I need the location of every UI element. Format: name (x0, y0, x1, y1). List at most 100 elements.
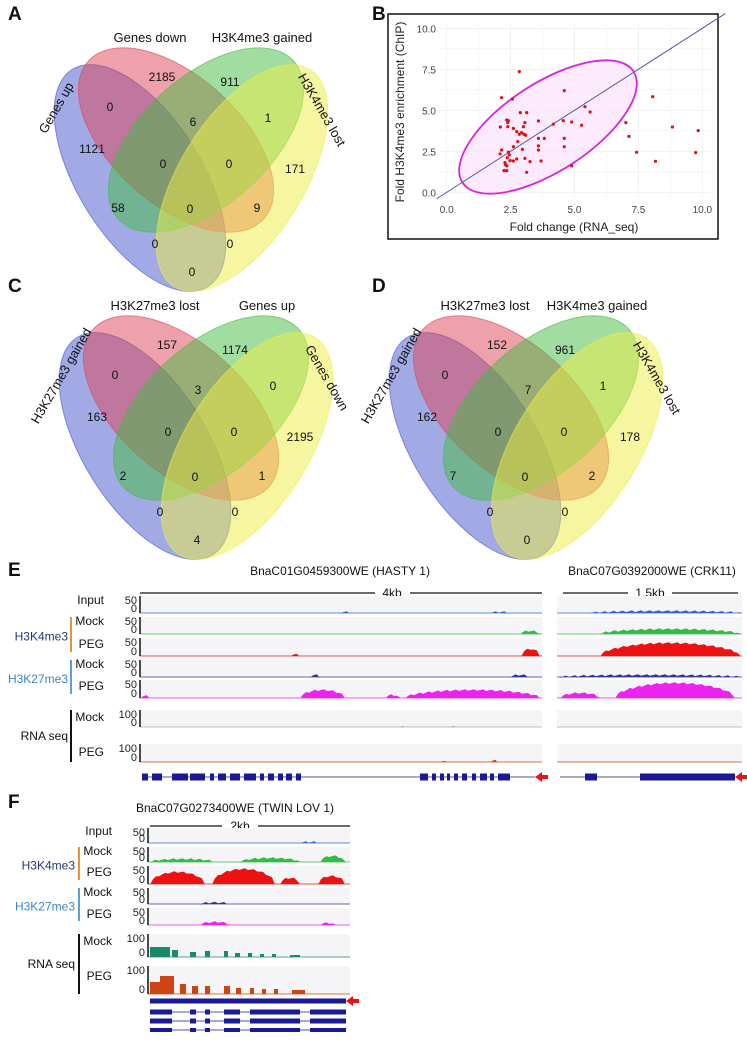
exon-block (490, 773, 494, 781)
track-max-label: 50 (133, 846, 145, 858)
signal-block (205, 986, 210, 994)
scatter-point (570, 164, 574, 168)
venn-region-count: 9 (254, 201, 261, 215)
signal-block (260, 954, 264, 957)
signal-peak (150, 858, 215, 863)
scatter-point (516, 140, 520, 144)
scatter-point (505, 169, 509, 173)
genome-browser-e: BnaC01G0459300WE (HASTY 1) BnaC07G039200… (8, 564, 747, 782)
track-zero-label: 0 (131, 646, 137, 658)
track-condition-label: Mock (83, 934, 113, 948)
signal-peak (490, 759, 498, 763)
x-axis-label: Fold change (RNA_seq) (510, 220, 639, 234)
group-label-rnaseq: RNA seq (28, 957, 75, 971)
venn-region-count: 0 (442, 368, 449, 382)
signal-block (250, 988, 254, 994)
strand-direction-arrow (535, 772, 548, 782)
venn-region-count: 178 (620, 430, 640, 444)
venn-region-count: 6 (190, 115, 197, 129)
venn-region-count: 162 (417, 410, 437, 424)
venn-region-count: 0 (561, 425, 568, 439)
panel-letter-c: C (8, 276, 22, 297)
track-condition-label: Mock (83, 885, 113, 899)
track-zero-label: 0 (139, 915, 145, 927)
scatter-point (583, 105, 587, 109)
track-condition-label: PEG (79, 637, 104, 651)
signal-peak (280, 877, 300, 885)
scatter-point (505, 156, 509, 160)
scatter-point (517, 132, 521, 136)
scatter-point (505, 164, 509, 168)
venn-region-count: 0 (226, 157, 233, 171)
track-background (140, 638, 542, 656)
scatter-point (670, 125, 674, 129)
exon-block (152, 773, 162, 781)
venn-region-count: 0 (160, 157, 167, 171)
signal-peak (320, 855, 345, 863)
track-max-label: 50 (125, 616, 137, 628)
signal-peak (310, 674, 320, 678)
scatter-point (508, 159, 512, 163)
scatter-point (635, 150, 639, 154)
venn-region-count: 0 (165, 425, 172, 439)
venn-region-count: 2 (589, 469, 596, 483)
signal-block (272, 954, 276, 957)
scatter-point (525, 170, 529, 174)
exon-block (260, 773, 264, 781)
signal-block (150, 947, 170, 957)
scatter-point (511, 145, 516, 149)
track-background (557, 744, 742, 762)
track-condition-label: Input (77, 593, 104, 607)
scatter-point (519, 131, 524, 135)
venn-region-count: 0 (107, 100, 114, 114)
scatter-point (624, 121, 628, 125)
signal-block (180, 984, 186, 994)
scatter-point (500, 148, 504, 152)
exon-block (454, 773, 458, 781)
venn-set-ellipse (160, 332, 334, 560)
y-tick-label: 7.5 (422, 65, 436, 76)
track-background (148, 847, 350, 862)
signal-block (205, 951, 210, 957)
track-background (148, 908, 350, 925)
scatter-point (506, 125, 510, 129)
track-max-label: 100 (127, 933, 145, 945)
track-zero-label: 0 (131, 624, 137, 636)
x-tick-label: 10.0 (693, 205, 713, 216)
scatter-point (653, 159, 658, 163)
track-max-label: 100 (119, 743, 137, 755)
x-tick-label: 7.5 (631, 205, 645, 216)
venn-region-count: 1174 (222, 343, 248, 357)
scatter-point (627, 134, 631, 138)
venn-region-count: 1 (265, 111, 272, 125)
exon-block (150, 1018, 172, 1024)
scatter-point (651, 95, 655, 99)
signal-peak (400, 726, 404, 728)
scatter-point (518, 110, 522, 115)
scatter-point (694, 151, 698, 155)
exon-block (224, 1018, 240, 1024)
signal-block (160, 976, 174, 994)
scatter-point (507, 153, 511, 157)
exon-block (150, 998, 346, 1004)
venn-set-label: H3K27me3 lost (111, 298, 200, 313)
track-zero-label: 0 (139, 852, 145, 864)
signal-block (290, 955, 300, 957)
panel-letter-e: E (8, 560, 21, 581)
exon-block (190, 1028, 196, 1032)
gene-title-twin-lov1: BnaC07G0273400WE (TWIN LOV 1) (136, 801, 334, 815)
venn-region-count: 0 (231, 425, 238, 439)
panel-letter-b: B (372, 4, 386, 25)
track-zero-label: 0 (139, 984, 145, 996)
exon-block (250, 1028, 300, 1032)
track-condition-label: Mock (83, 844, 113, 858)
venn-region-count: 0 (270, 379, 277, 393)
exon-block (150, 1028, 172, 1032)
exon-block (205, 1009, 210, 1015)
track-max-label: 50 (125, 659, 137, 671)
exon-block (420, 773, 428, 781)
track-zero-label: 0 (139, 833, 145, 845)
venn-region-count: 0 (495, 425, 502, 439)
venn-region-count: 0 (157, 505, 164, 519)
exon-block (268, 773, 274, 781)
